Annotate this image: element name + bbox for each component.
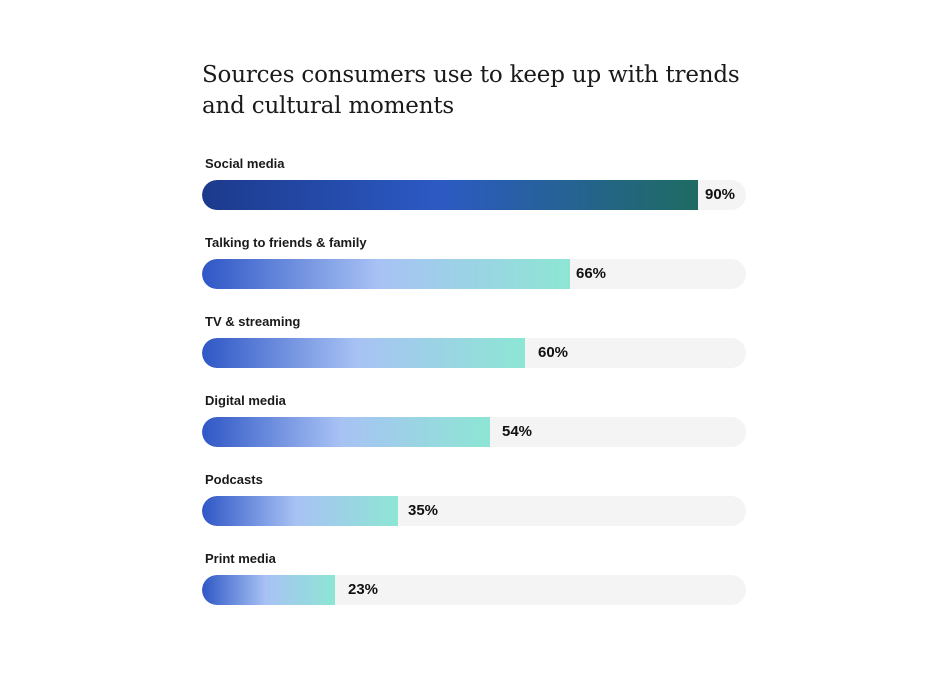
bar-fill <box>202 180 698 210</box>
bar-track <box>202 496 746 526</box>
bar-track <box>202 575 746 605</box>
bar-value: 66% <box>576 265 607 282</box>
bar-value: 23% <box>348 581 379 598</box>
bar-fill <box>202 575 335 605</box>
bar-row-friends-family: Talking to friends & family 66% <box>202 235 746 295</box>
bar-track <box>202 180 746 210</box>
bar-fill <box>202 259 570 289</box>
bar-label: Talking to friends & family <box>205 235 367 250</box>
bar-value: 35% <box>408 502 439 519</box>
bar-row-podcasts: Podcasts 35% <box>202 472 746 532</box>
bar-label: Digital media <box>205 393 286 408</box>
bar-track <box>202 417 746 447</box>
chart-title-line-1: Sources consumers use to keep up with tr… <box>202 62 740 88</box>
bar-label: TV & streaming <box>205 314 301 329</box>
bar-row-tv-streaming: TV & streaming 60% <box>202 314 746 374</box>
bar-track <box>202 259 746 289</box>
bar-row-digital-media: Digital media 54% <box>202 393 746 453</box>
bar-row-social-media: Social media 90% <box>202 156 746 216</box>
bar-row-print-media: Print media 23% <box>202 551 746 611</box>
bar-track <box>202 338 746 368</box>
bar-value: 54% <box>502 423 533 440</box>
bar-fill <box>202 417 490 447</box>
chart-title-line-2: and cultural moments <box>202 93 454 119</box>
bar-fill <box>202 496 398 526</box>
bar-fill <box>202 338 525 368</box>
chart-title: Sources consumers use to keep up with tr… <box>202 60 746 122</box>
bar-value: 60% <box>538 344 569 361</box>
bar-label: Print media <box>205 551 276 566</box>
bar-value: 90% <box>705 186 736 203</box>
bar-label: Podcasts <box>205 472 263 487</box>
bar-label: Social media <box>205 156 285 171</box>
bar-chart: Sources consumers use to keep up with tr… <box>202 60 746 605</box>
